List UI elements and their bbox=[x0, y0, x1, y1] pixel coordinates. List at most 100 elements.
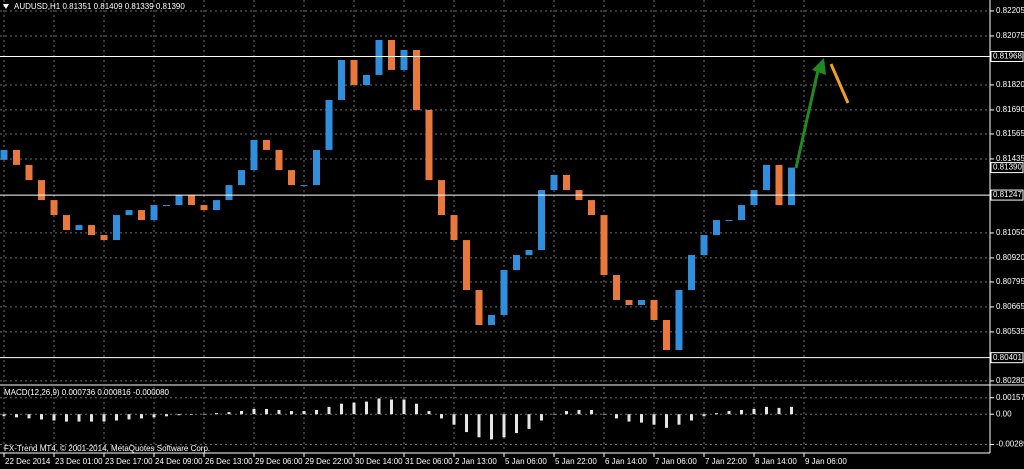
y-tick-label: 0.80280 bbox=[996, 376, 1024, 385]
last-price-box bbox=[990, 162, 1024, 174]
macd-bar bbox=[490, 414, 493, 440]
candle-body bbox=[325, 99, 333, 150]
macd-bar bbox=[277, 409, 281, 415]
macd-bar bbox=[390, 399, 393, 415]
y-tick-label: 0.81050 bbox=[996, 228, 1024, 237]
macd-bar bbox=[202, 414, 206, 415]
candle-body bbox=[725, 220, 733, 222]
candle-body bbox=[50, 200, 58, 216]
y-tick-label: 0.80665 bbox=[996, 302, 1024, 311]
macd-bar bbox=[227, 412, 231, 415]
y-tick-label: 0.81690 bbox=[996, 105, 1024, 114]
candle-body bbox=[788, 167, 795, 206]
macd-bar bbox=[540, 414, 543, 421]
x-tick-label: 7 Jan 22:00 bbox=[705, 457, 747, 466]
candle-body bbox=[75, 225, 83, 231]
macd-bar bbox=[165, 414, 168, 417]
candle-body bbox=[275, 149, 283, 171]
candle-body bbox=[63, 215, 70, 231]
macd-bar bbox=[752, 408, 756, 415]
macd-bar bbox=[290, 411, 293, 415]
price-label: 0.81247 bbox=[993, 190, 1022, 199]
price-label: 0.80401 bbox=[993, 353, 1022, 362]
candle-body bbox=[388, 39, 395, 70]
candle-body bbox=[638, 300, 645, 306]
macd-bar bbox=[265, 408, 268, 415]
macd-bar bbox=[640, 414, 643, 423]
macd-bar bbox=[652, 414, 656, 425]
x-tick-label: 2 Jan 13:00 bbox=[455, 457, 497, 466]
candle-body bbox=[613, 275, 620, 301]
candle-body bbox=[88, 225, 95, 236]
candle-body bbox=[338, 59, 345, 100]
macd-bar bbox=[52, 414, 56, 421]
candle-body bbox=[363, 74, 370, 85]
candle-body bbox=[750, 190, 758, 206]
price-label-box bbox=[990, 189, 1024, 201]
candle-body bbox=[250, 139, 258, 171]
candle-body bbox=[138, 210, 145, 221]
candle-body bbox=[225, 185, 233, 201]
candle-body bbox=[650, 300, 658, 320]
candle-body bbox=[675, 290, 683, 350]
candle-body bbox=[200, 205, 208, 211]
candle-body bbox=[350, 59, 358, 85]
macd-bar bbox=[365, 401, 368, 415]
macd-bar bbox=[215, 413, 218, 415]
macd-bar bbox=[90, 414, 93, 422]
candle-body bbox=[300, 185, 308, 187]
candle-body bbox=[313, 149, 320, 186]
x-tick-label: 22 Dec 2014 bbox=[5, 457, 51, 466]
macd-bar bbox=[252, 408, 256, 415]
candle-body bbox=[163, 205, 170, 207]
candle-body bbox=[438, 180, 445, 216]
candle-body bbox=[550, 174, 558, 191]
chart-title: AUDUSD,H1 0.81351 0.81409 0.81339 0.8139… bbox=[14, 2, 185, 11]
x-tick-label: 5 Jan 22:00 bbox=[555, 457, 597, 466]
candle-body bbox=[213, 200, 220, 211]
candle-body bbox=[425, 109, 433, 181]
macd-bar bbox=[40, 414, 43, 420]
candle-body bbox=[600, 215, 608, 276]
y-tick-label: 0.00157 bbox=[996, 393, 1024, 402]
candle-body bbox=[688, 255, 695, 291]
price-label-box bbox=[990, 51, 1024, 63]
macd-bar bbox=[15, 414, 18, 418]
candle-body bbox=[238, 170, 245, 186]
macd-bar bbox=[327, 406, 331, 415]
macd-bar bbox=[677, 414, 681, 425]
last-price-label: 0.81390 bbox=[993, 163, 1022, 172]
macd-bar bbox=[302, 411, 306, 415]
macd-bar bbox=[27, 414, 31, 419]
arrow bbox=[794, 65, 821, 169]
candle-body bbox=[475, 290, 483, 325]
candle-body bbox=[538, 190, 545, 251]
y-tick-label: 0.81565 bbox=[996, 129, 1024, 138]
x-tick-label: 26 Dec 13:00 bbox=[205, 457, 253, 466]
candle-body bbox=[588, 200, 595, 216]
macd-bar bbox=[690, 414, 693, 421]
candle-body bbox=[488, 315, 495, 325]
macd-bar bbox=[152, 414, 156, 418]
macd-bar bbox=[340, 403, 343, 415]
candle-body bbox=[413, 49, 420, 110]
macd-bar bbox=[552, 414, 556, 415]
candle-body bbox=[663, 320, 670, 350]
macd-bar bbox=[527, 414, 531, 429]
candle-body bbox=[113, 215, 120, 241]
macd-bar bbox=[415, 403, 418, 415]
arrow bbox=[829, 63, 850, 104]
y-tick-label: 0.82075 bbox=[996, 31, 1024, 40]
candle-body bbox=[763, 164, 770, 191]
candle-body bbox=[775, 164, 783, 206]
candle-body bbox=[400, 49, 408, 70]
candle-body bbox=[38, 180, 45, 201]
candle-body bbox=[500, 270, 508, 316]
arrow-head bbox=[812, 58, 826, 75]
x-tick-label: 30 Dec 14:00 bbox=[355, 457, 403, 466]
macd-bar bbox=[665, 414, 668, 428]
candle-body bbox=[738, 205, 745, 221]
macd-bar bbox=[427, 411, 431, 415]
